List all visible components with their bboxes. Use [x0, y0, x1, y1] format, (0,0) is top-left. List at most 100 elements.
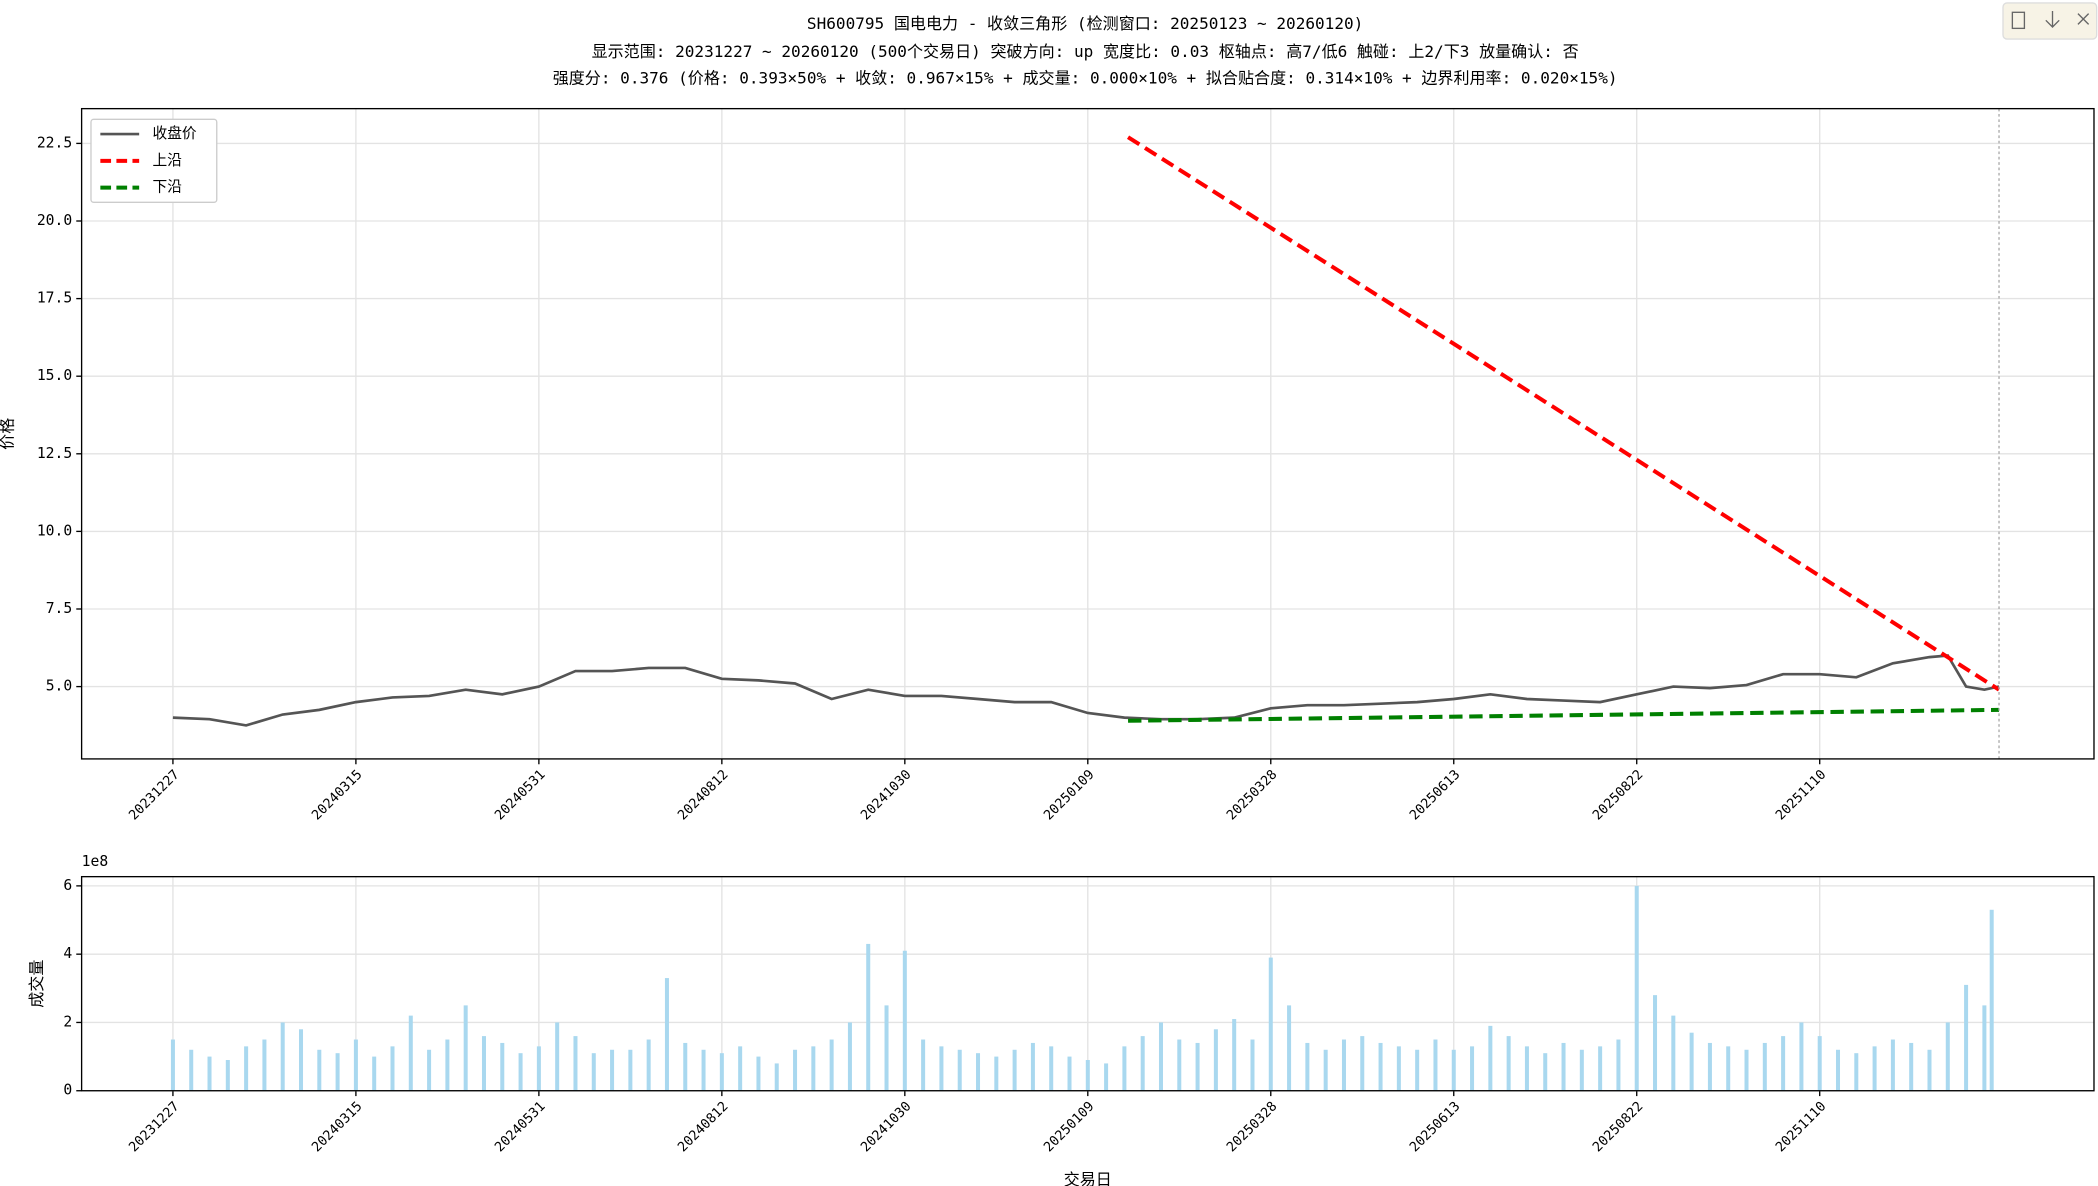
y-tick-label: 5.0 — [46, 678, 73, 695]
bar — [463, 1005, 468, 1091]
toolbar — [2002, 2, 2098, 40]
bar — [1085, 1060, 1090, 1091]
bar — [1049, 1046, 1054, 1091]
chart-subtitle: 强度分: 0.376 (价格: 0.393×50% + 收敛: 0.967×15… — [553, 69, 1618, 88]
bar — [1232, 1019, 1237, 1091]
bar — [1250, 1039, 1255, 1091]
y-axis-label: 成交量 — [27, 960, 46, 1008]
bar — [610, 1049, 615, 1091]
bar — [1067, 1056, 1072, 1091]
bar — [1799, 1022, 1804, 1091]
bar — [701, 1049, 706, 1091]
bar — [1323, 1049, 1328, 1091]
bar — [866, 943, 871, 1091]
bar — [1982, 1005, 1987, 1091]
bar — [481, 1036, 486, 1091]
bar — [847, 1022, 852, 1091]
plot-frame — [80, 107, 2095, 760]
bar — [390, 1046, 395, 1091]
bar — [1890, 1039, 1895, 1091]
bar — [427, 1049, 432, 1091]
bar — [280, 1022, 285, 1091]
bar — [1726, 1046, 1731, 1091]
bar — [1122, 1046, 1127, 1091]
bar — [1671, 1015, 1676, 1091]
bar — [1177, 1039, 1182, 1091]
bar — [1470, 1046, 1475, 1091]
y-tick-label: 12.5 — [37, 445, 72, 462]
bar — [1415, 1049, 1420, 1091]
bar — [1524, 1046, 1529, 1091]
bar — [591, 1053, 596, 1091]
bar — [1561, 1042, 1566, 1091]
bar — [1433, 1039, 1438, 1091]
bar — [353, 1039, 358, 1091]
y-tick-label: 6 — [63, 877, 72, 894]
y-tick-label: 20.0 — [37, 212, 72, 229]
bar — [1707, 1042, 1712, 1091]
bar — [1140, 1036, 1145, 1091]
bar — [1506, 1036, 1511, 1091]
bar — [1287, 1005, 1292, 1091]
bar — [1104, 1063, 1109, 1091]
bar — [1835, 1049, 1841, 1091]
bar — [994, 1056, 999, 1091]
bar — [262, 1039, 267, 1091]
close-icon[interactable] — [2077, 13, 2090, 25]
legend-box — [90, 118, 218, 203]
bar — [1396, 1046, 1401, 1091]
bar — [1781, 1036, 1786, 1091]
bar — [1579, 1049, 1584, 1091]
bar — [719, 1053, 724, 1091]
copy-icon[interactable] — [2011, 11, 2026, 30]
bar — [1378, 1042, 1383, 1091]
bar — [1268, 957, 1273, 1091]
bar — [170, 1039, 175, 1091]
x-axis-label: 交易日 — [1064, 1170, 1112, 1186]
y-tick-label: 17.5 — [37, 290, 72, 307]
bar — [1872, 1046, 1877, 1091]
series-line — [172, 654, 2000, 727]
bar — [1909, 1042, 1914, 1091]
bar — [244, 1046, 249, 1091]
bar — [1744, 1049, 1749, 1091]
bar — [189, 1049, 194, 1091]
bar — [793, 1049, 798, 1091]
bar — [445, 1039, 450, 1091]
chart-title: SH600795 国电电力 - 收敛三角形 (检测窗口: 20250123 ~ … — [807, 14, 1363, 33]
bar — [1989, 909, 1994, 1091]
bar — [1616, 1039, 1621, 1091]
y-tick-label: 7.5 — [46, 600, 73, 617]
bar — [573, 1036, 578, 1091]
download-icon[interactable] — [2045, 10, 2060, 28]
bar — [1360, 1036, 1365, 1091]
bar — [1012, 1049, 1017, 1091]
offset-label: 1e8 — [82, 853, 109, 870]
plot-frame — [80, 875, 2095, 1092]
y-tick-label: 4 — [63, 945, 72, 962]
bar — [1158, 1022, 1163, 1091]
y-tick-label: 10.0 — [37, 522, 72, 539]
bar — [536, 1046, 541, 1091]
bar — [884, 1005, 889, 1091]
bar — [1854, 1053, 1859, 1091]
bar — [1964, 984, 1969, 1091]
bar — [555, 1022, 560, 1091]
bar — [811, 1046, 816, 1091]
bar — [1195, 1042, 1200, 1091]
bar — [500, 1042, 505, 1091]
bar — [976, 1053, 981, 1091]
bar — [738, 1046, 743, 1091]
bar — [207, 1056, 212, 1091]
bar — [1213, 1029, 1218, 1091]
bar — [372, 1056, 377, 1091]
bar — [1689, 1032, 1694, 1091]
bar — [829, 1039, 834, 1091]
bar — [1927, 1049, 1932, 1091]
bar — [225, 1060, 230, 1091]
bar — [1634, 885, 1639, 1091]
bar — [298, 1029, 304, 1091]
bar — [1817, 1036, 1822, 1091]
